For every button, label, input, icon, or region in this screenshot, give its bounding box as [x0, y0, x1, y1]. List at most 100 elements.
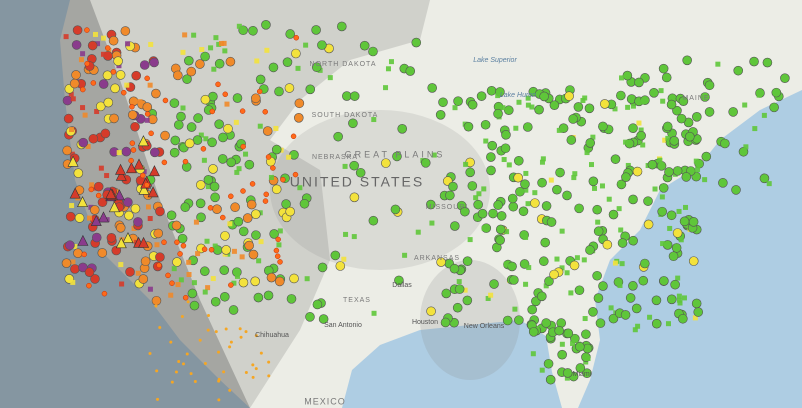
monitor-station — [622, 70, 633, 81]
monitor-sensor — [186, 272, 192, 278]
monitor-sensor — [625, 162, 631, 168]
smoke-sensor — [177, 359, 181, 363]
monitor-sensor — [743, 144, 749, 150]
smoke-sensor — [239, 335, 243, 339]
monitor-sensor — [623, 139, 629, 145]
monitor-station — [176, 111, 186, 122]
monitor-sensor — [766, 181, 772, 187]
monitor-sensor — [548, 177, 554, 183]
monitor-station — [662, 121, 673, 132]
monitor-sensor — [327, 75, 333, 81]
monitor-station — [628, 194, 638, 205]
monitor-station — [255, 74, 266, 85]
country-label: UNITED STATES — [290, 174, 424, 190]
monitor-sensor — [534, 325, 540, 331]
monitor-triangle — [67, 155, 79, 167]
monitor-sensor — [218, 41, 224, 47]
monitor-triangle — [125, 162, 137, 174]
state-label: NORTH DAKOTA — [310, 61, 377, 68]
monitor-station — [71, 40, 82, 50]
monitor-sensor — [182, 32, 188, 38]
fire-icon — [105, 45, 111, 51]
monitor-sensor — [660, 241, 666, 247]
monitor-sensor — [104, 173, 110, 179]
monitor-sensor — [286, 154, 292, 160]
monitor-sensor — [503, 261, 509, 267]
smoke-sensor — [169, 340, 173, 344]
monitor-station — [540, 237, 550, 248]
city-label: Houston — [412, 319, 438, 326]
monitor-station — [349, 192, 360, 203]
monitor-station — [392, 151, 402, 162]
monitor-station — [155, 206, 165, 217]
fire-icon — [270, 165, 276, 171]
fire-icon — [81, 251, 87, 258]
monitor-sensor — [574, 255, 580, 261]
monitor-station — [166, 210, 177, 221]
state-label: MAINE — [682, 95, 709, 102]
monitor-sensor — [665, 321, 671, 327]
monitor-station — [720, 138, 730, 149]
monitor-station — [628, 123, 638, 134]
monitor-station — [555, 167, 565, 178]
monitor-sensor — [304, 276, 310, 282]
monitor-station — [251, 230, 261, 240]
monitor-sensor — [257, 123, 263, 129]
monitor-sensor — [82, 112, 88, 118]
monitor-station — [462, 295, 473, 306]
monitor-sensor — [523, 170, 529, 176]
monitor-station — [527, 304, 537, 315]
monitor-sensor — [662, 137, 668, 143]
monitor-station — [232, 93, 243, 103]
smoke-sensor — [238, 327, 242, 331]
monitor-sensor — [429, 220, 435, 226]
monitor-sensor — [481, 225, 487, 231]
monitor-sensor — [564, 375, 570, 381]
smoke-sensor — [170, 380, 174, 384]
fire-icon — [88, 186, 95, 193]
monitor-station — [453, 96, 463, 106]
monitor-sensor — [135, 270, 141, 276]
monitor-station — [488, 208, 498, 219]
monitor-sensor — [147, 286, 153, 292]
monitor-station — [545, 374, 556, 385]
monitor-sensor — [171, 266, 177, 272]
fire-icon — [292, 171, 299, 178]
labels: UNITED STATES GREAT PLAINS NORTH DAKOTA … — [255, 57, 709, 407]
monitor-sensor — [761, 112, 767, 118]
monitor-triangle — [108, 201, 120, 213]
monitor-station — [140, 256, 151, 267]
fire-icon — [161, 239, 167, 246]
monitor-station — [574, 203, 584, 214]
monitor-station — [171, 220, 182, 231]
monitor-station — [693, 307, 704, 317]
monitor-sensor — [568, 290, 574, 296]
monitor-station — [180, 202, 191, 213]
monitor-station — [139, 60, 150, 70]
fire-icon — [275, 236, 281, 243]
monitor-station — [647, 159, 658, 170]
monitor-station — [575, 341, 585, 352]
monitor-station — [88, 133, 99, 144]
monitor-station — [268, 62, 279, 73]
monitor-station — [90, 274, 100, 284]
fire-icon — [144, 75, 150, 82]
monitor-sensor — [87, 215, 93, 221]
monitor-station — [285, 29, 295, 39]
monitor-station — [669, 136, 680, 146]
monitor-sensor — [506, 162, 512, 168]
smoke-sensor — [222, 370, 226, 374]
monitor-station — [266, 272, 277, 283]
smoke-sensor — [156, 397, 160, 401]
monitor-station — [509, 275, 519, 285]
monitor-station — [210, 192, 220, 203]
monitor-station — [486, 165, 496, 176]
monitor-sensor — [277, 228, 283, 234]
monitor-station — [87, 40, 98, 51]
monitor-station — [701, 151, 712, 162]
monitor-station — [149, 57, 159, 68]
monitor-sensor — [485, 295, 491, 301]
monitor-station — [238, 226, 249, 237]
monitor-station — [678, 96, 689, 106]
monitor-sensor — [178, 277, 184, 283]
